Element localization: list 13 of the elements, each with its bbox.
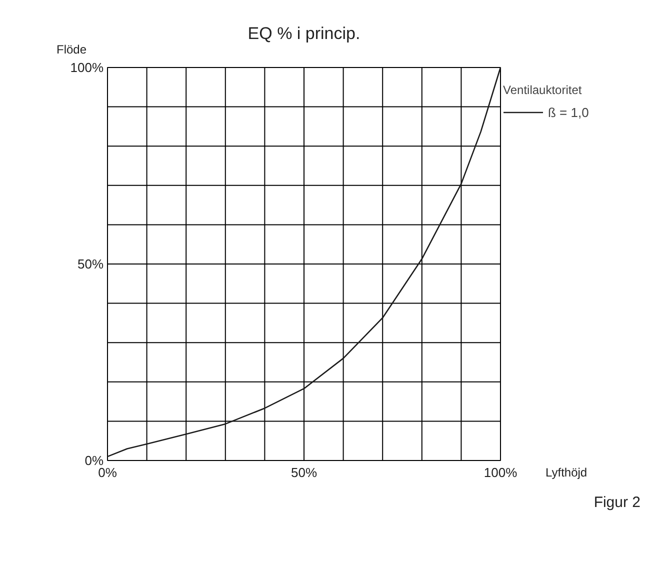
legend-label: ß = 1,0 xyxy=(548,104,589,120)
legend-title: Ventilauktoritet xyxy=(503,83,583,97)
x-tick-label: 100% xyxy=(484,465,518,480)
x-tick-label: 50% xyxy=(290,465,318,480)
chart-title: EQ % i princip. xyxy=(248,24,360,43)
x-axis-title: Lyfthöjd xyxy=(546,466,588,480)
y-tick-label: 0% xyxy=(84,453,104,468)
text: Figur 2 xyxy=(594,494,641,511)
line-series xyxy=(106,66,502,458)
y-axis-title: Flöde xyxy=(56,42,87,56)
y-tick-label: 100% xyxy=(70,60,104,75)
x-tick-label: 0% xyxy=(98,465,118,480)
y-tick-label: 50% xyxy=(77,256,104,272)
